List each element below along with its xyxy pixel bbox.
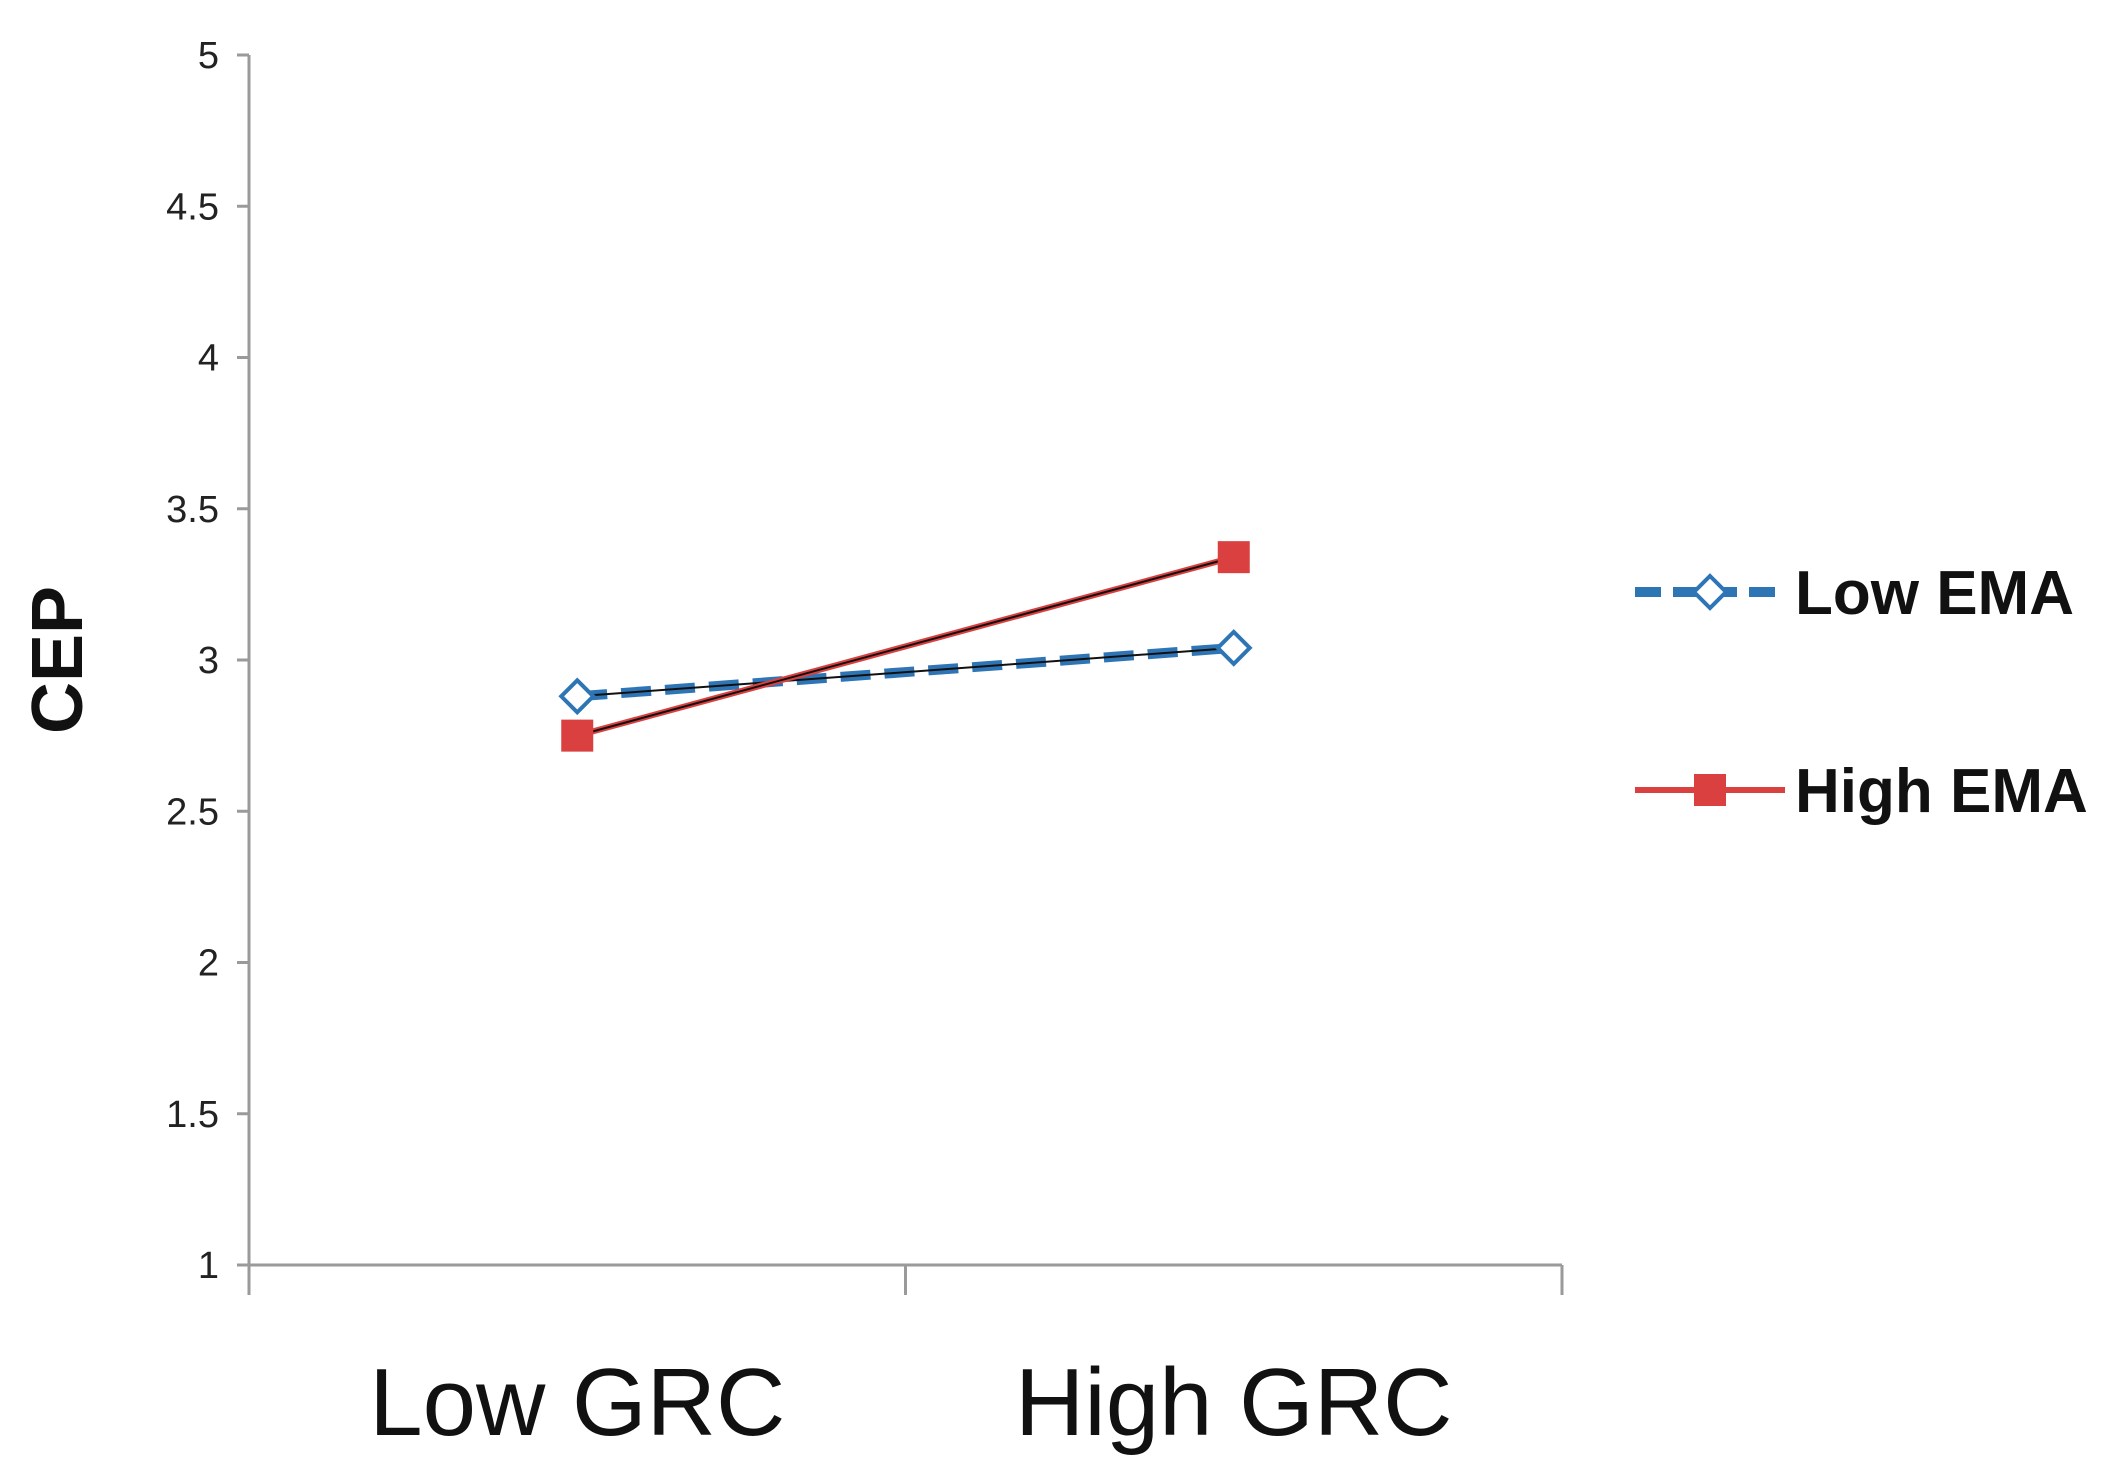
x-category-label: High GRC [1015, 1349, 1452, 1456]
y-tick-label: 1.5 [166, 1094, 219, 1136]
data-point-marker [1214, 629, 1253, 667]
y-tick-label: 5 [198, 35, 219, 77]
axes [247, 55, 1562, 1267]
legend-entry: High EMA [1635, 757, 2088, 826]
x-ticks: Low GRC High GRC [247, 1265, 1564, 1456]
series-low-ema [558, 629, 1253, 716]
y-tick-label: 3.5 [166, 489, 219, 531]
y-tick-label: 4 [198, 338, 219, 380]
data-point-marker [561, 719, 594, 752]
y-tick-label: 2.5 [166, 791, 219, 833]
y-axis-label: CEP [18, 586, 98, 734]
legend-label: High EMA [1795, 757, 2088, 826]
x-category-label: Low GRC [369, 1349, 785, 1456]
y-ticks: 1 1.5 2 2.5 3 3.5 4 4.5 5 [166, 35, 249, 1287]
legend-marker [1691, 573, 1729, 611]
legend-marker [1694, 774, 1726, 806]
y-tick-label: 4.5 [166, 186, 219, 228]
series-high-ema [561, 541, 1250, 752]
legend-label: Low EMA [1795, 559, 2074, 628]
legend-entry: Low EMA [1635, 559, 2074, 628]
legend: Low EMA High EMA [1635, 559, 2088, 826]
data-point-marker [558, 677, 597, 716]
y-tick-label: 3 [198, 640, 219, 682]
trend-line [576, 556, 1235, 737]
series [558, 541, 1253, 752]
trend-line [577, 646, 1234, 698]
y-tick-label: 2 [198, 943, 219, 985]
y-tick-label: 1 [198, 1245, 219, 1287]
data-point-marker [1217, 541, 1250, 574]
